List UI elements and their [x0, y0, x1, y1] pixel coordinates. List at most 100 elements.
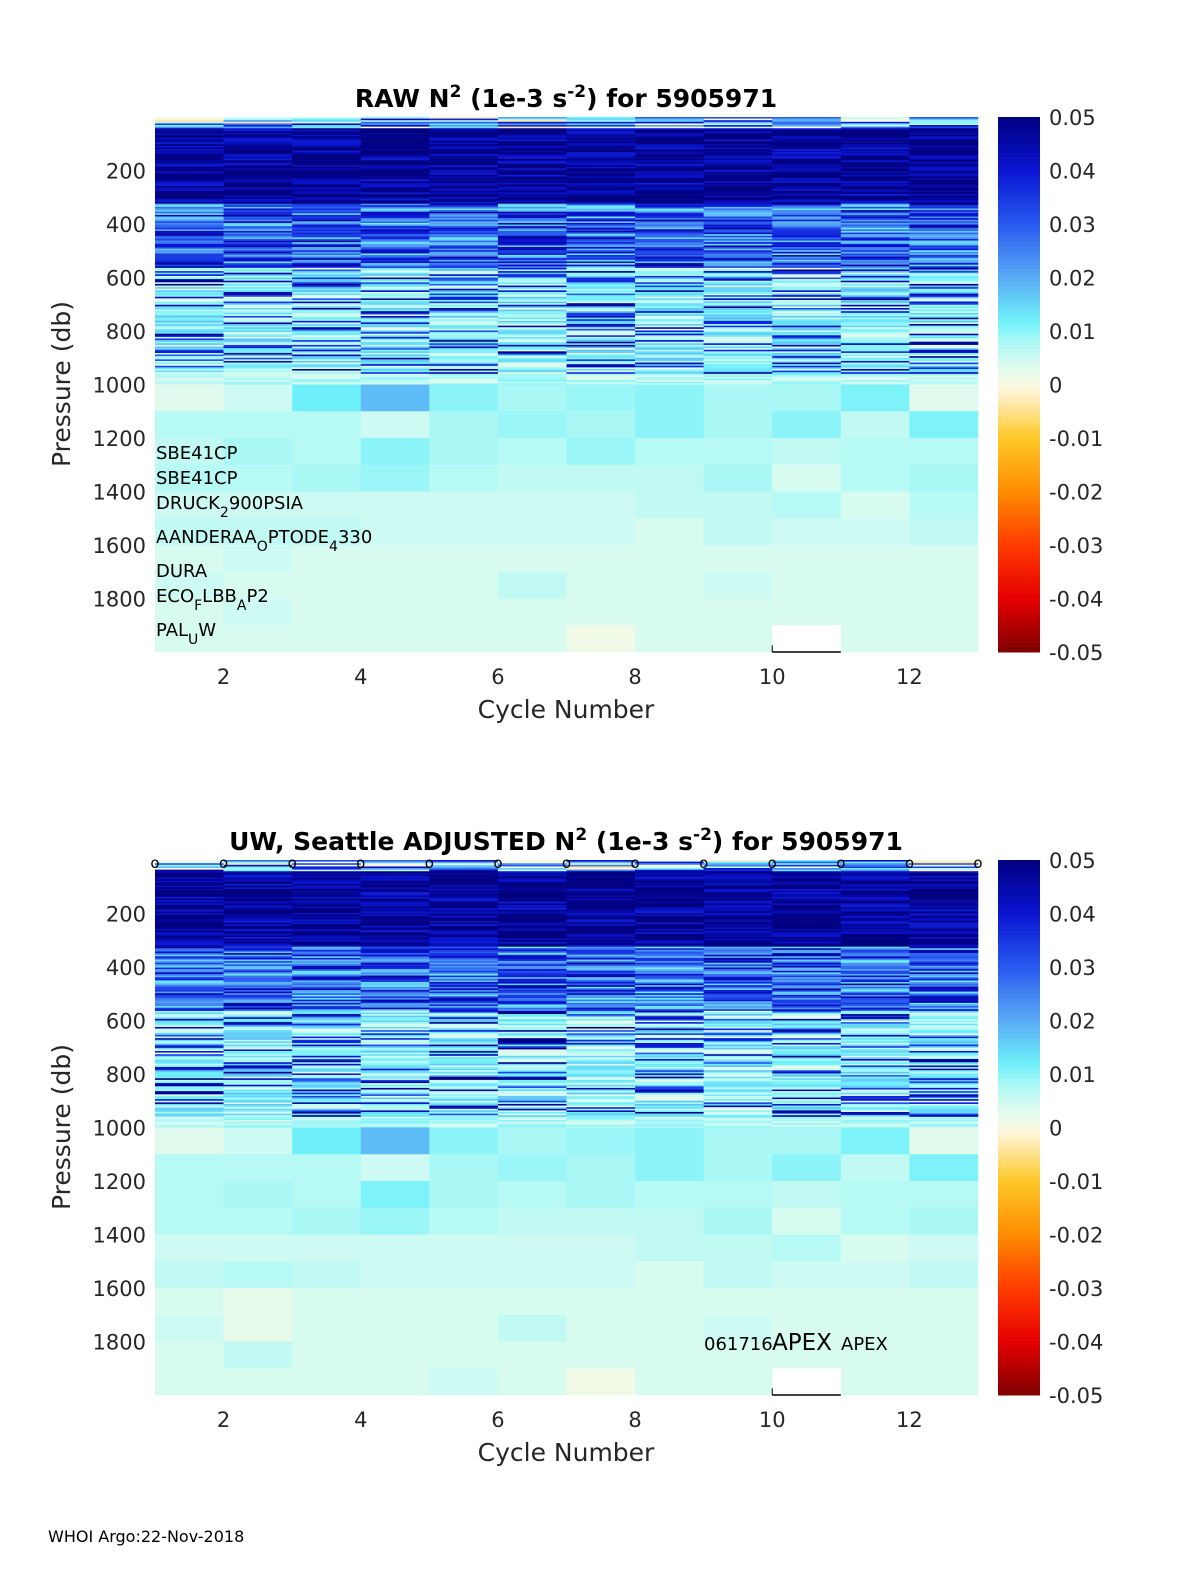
heatmap-cell [360, 362, 430, 365]
heatmap-cell [566, 911, 636, 914]
heatmap-cell [292, 142, 362, 145]
heatmap-cell [497, 1049, 567, 1052]
heatmap-cell [703, 232, 773, 235]
heatmap-cell [155, 864, 224, 867]
heatmap-cell [155, 869, 224, 872]
heatmap-cell [772, 266, 842, 269]
heatmap-cell [772, 909, 842, 912]
heatmap-cell [909, 349, 979, 352]
heatmap-cell [360, 1033, 430, 1036]
heatmap-cell [909, 332, 979, 334]
heatmap-cell [292, 1126, 362, 1129]
heatmap-cell [429, 1086, 499, 1089]
colorbar-tick-label: 0.04 [1049, 160, 1096, 184]
heatmap-cell [772, 152, 842, 155]
heatmap-cell [703, 177, 773, 180]
heatmap-cell [223, 269, 293, 272]
heatmap-cell [360, 224, 430, 227]
heatmap-cell [429, 864, 499, 867]
heatmap-cell [635, 200, 704, 203]
heatmap-cell [635, 935, 704, 938]
heatmap-cell [566, 142, 636, 145]
heatmap-cell [155, 365, 224, 368]
heatmap-cell [292, 192, 362, 195]
heatmap-cell [772, 221, 842, 224]
heatmap-cell [840, 1028, 910, 1031]
heatmap-cell [292, 144, 362, 147]
heatmap-cell [292, 158, 362, 161]
heatmap-cell [703, 282, 773, 285]
heatmap-cell [566, 920, 636, 923]
heatmap-cell [497, 117, 567, 119]
heatmap-cell [635, 876, 704, 878]
heatmap-cell [292, 248, 362, 251]
heatmap-cell [223, 1086, 293, 1089]
heatmap-cell [360, 1015, 430, 1018]
heatmap-cell [360, 245, 430, 248]
heatmap-cell [155, 900, 224, 903]
heatmap-cell [360, 1063, 430, 1066]
heatmap-cell [292, 338, 362, 341]
heatmap-cell [497, 411, 567, 439]
title-part: -2 [567, 82, 586, 102]
heatmap-cell [566, 163, 636, 166]
heatmap-cell [772, 912, 842, 915]
heatmap-cell [840, 354, 910, 357]
heatmap-cell [497, 248, 567, 251]
heatmap-cell [223, 965, 293, 968]
heatmap-cell [497, 320, 567, 323]
y-tick-label: 1800 [93, 1331, 146, 1355]
colorbar-segment [998, 143, 1040, 149]
heatmap-cell [635, 1100, 704, 1103]
heatmap-cell [155, 256, 224, 259]
heatmap-cell [360, 340, 430, 342]
heatmap-cell [155, 202, 224, 204]
heatmap-cell [155, 1110, 224, 1113]
heatmap-cell [635, 208, 704, 211]
heatmap-cell [155, 314, 224, 317]
heatmap-cell [840, 876, 910, 878]
heatmap-cell [840, 359, 910, 362]
heatmap-cell [497, 937, 567, 939]
heatmap-cell [566, 1079, 636, 1082]
cycle-marker: o [973, 854, 982, 872]
heatmap-cell [635, 125, 704, 127]
heatmap-cell [155, 274, 224, 277]
x-tick-label: 2 [217, 665, 230, 689]
heatmap-cell [429, 258, 499, 261]
heatmap-cell [840, 139, 910, 142]
colorbar-tick-label: -0.05 [1049, 641, 1103, 665]
heatmap-cell [566, 166, 636, 169]
heatmap-cell [566, 189, 636, 192]
heatmap-cell [292, 266, 362, 269]
heatmap-cell [772, 938, 842, 941]
heatmap-cell [635, 383, 704, 386]
heatmap-cell [635, 1031, 704, 1034]
heatmap-cell [429, 237, 499, 240]
heatmap-cell [292, 1078, 362, 1081]
heatmap-cell [155, 1083, 224, 1086]
heatmap-cell [635, 232, 704, 235]
heatmap-cell [840, 283, 910, 286]
heatmap-cell [360, 438, 430, 466]
heatmap-cell [635, 996, 704, 999]
heatmap-cell [703, 1012, 773, 1015]
heatmap-cell [566, 322, 636, 325]
heatmap-cell [772, 155, 842, 158]
heatmap-cell [566, 965, 636, 968]
heatmap-cell [840, 324, 910, 326]
heatmap-cell [566, 598, 636, 626]
heatmap-cell [703, 311, 773, 314]
heatmap-cell [429, 333, 499, 336]
heatmap-cell [635, 181, 704, 184]
heatmap-cell [360, 877, 430, 880]
heatmap-cell [292, 1288, 362, 1316]
heatmap-cell [292, 219, 362, 222]
heatmap-cell [566, 279, 636, 282]
colorbar-segment [998, 491, 1040, 497]
heatmap-cell [155, 356, 224, 359]
heatmap-cell [429, 279, 499, 282]
heatmap-cell [635, 348, 704, 351]
heatmap-cell [292, 271, 362, 273]
cycle-marker: o [150, 854, 159, 872]
